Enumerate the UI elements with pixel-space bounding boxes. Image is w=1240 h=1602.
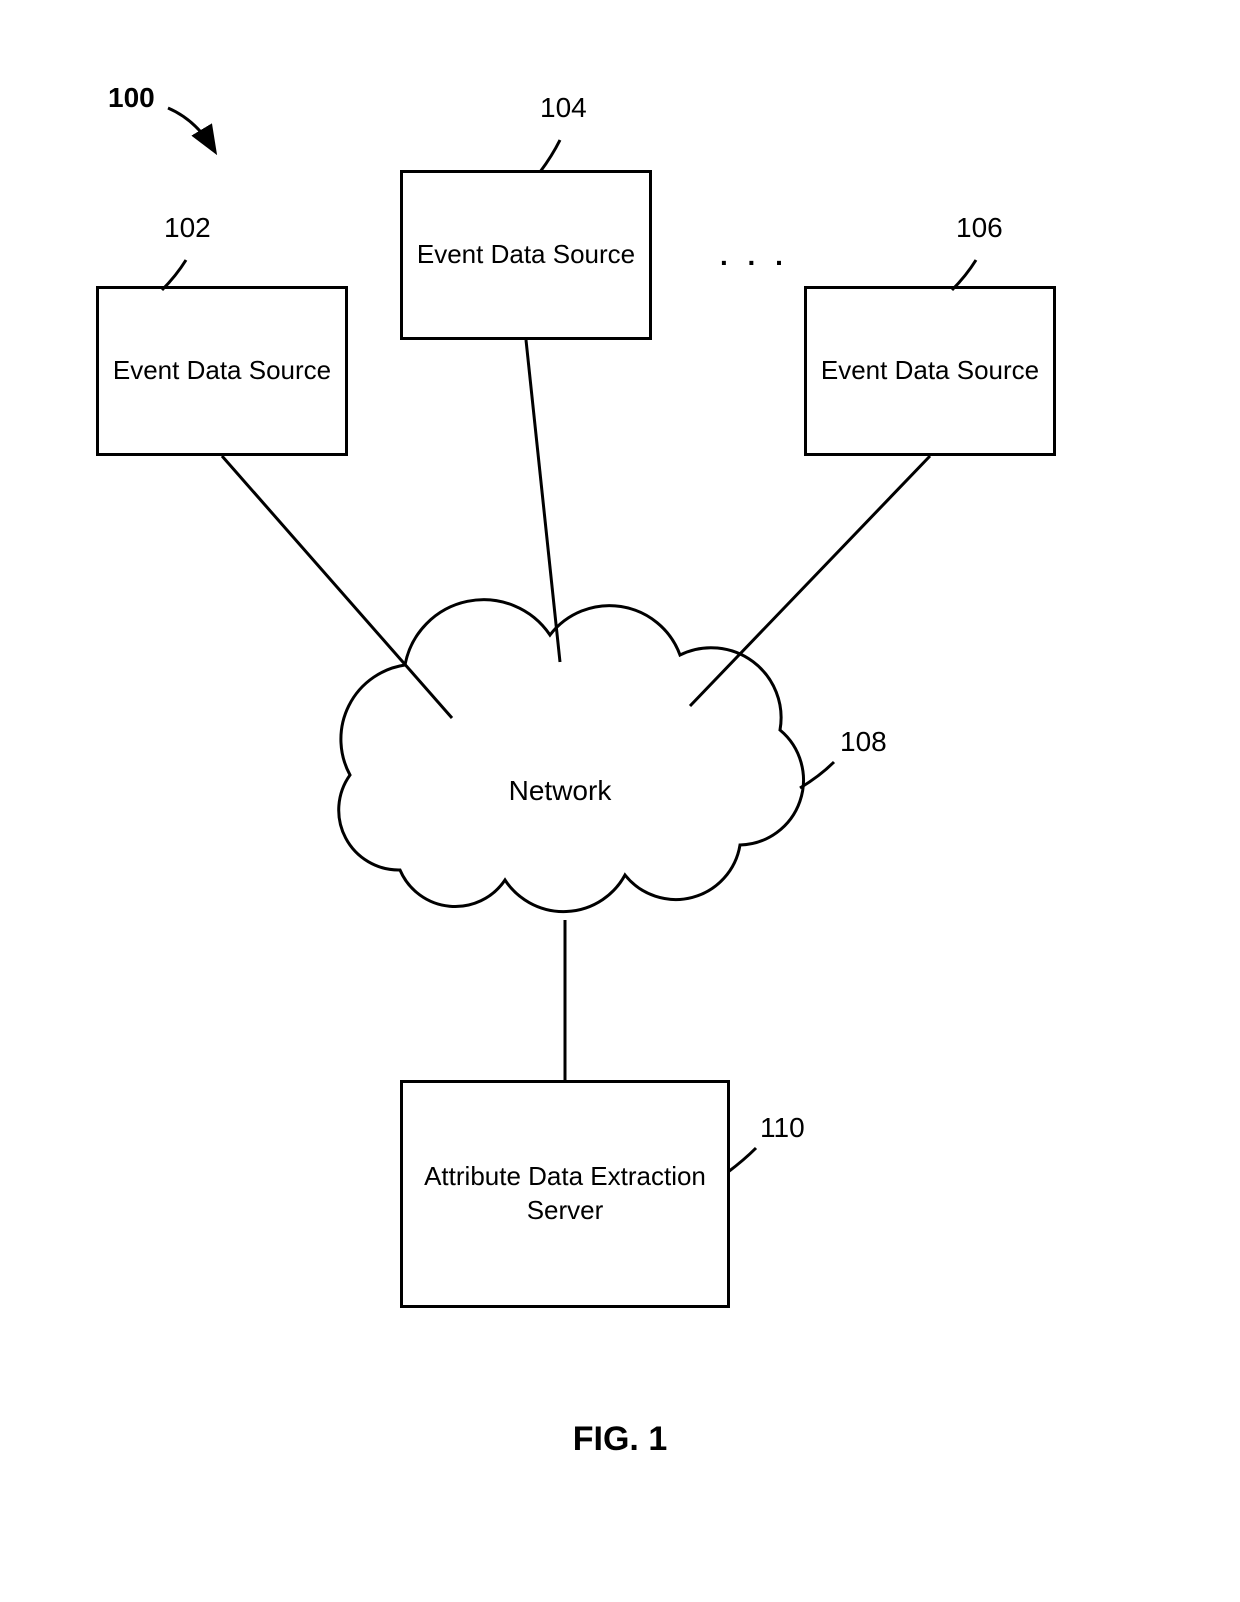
ref-108: 108 xyxy=(840,726,887,758)
box-label: Event Data Source xyxy=(113,354,331,388)
event-data-source-106: Event Data Source xyxy=(804,286,1056,456)
ref-100: 100 xyxy=(108,82,155,114)
network-label: Network xyxy=(509,775,613,806)
ref-106: 106 xyxy=(956,212,1003,244)
network-cloud xyxy=(339,600,804,912)
ref-102: 102 xyxy=(164,212,211,244)
edge-102-network xyxy=(222,456,452,718)
attribute-data-extraction-server: Attribute Data Extraction Server xyxy=(400,1080,730,1308)
event-data-source-104: Event Data Source xyxy=(400,170,652,340)
ref-110: 110 xyxy=(760,1112,805,1144)
ellipsis: . . . xyxy=(720,240,789,272)
edge-106-network xyxy=(690,456,930,706)
ref-104: 104 xyxy=(540,92,587,124)
figure-stage: Network Event Data Source Event Data Sou… xyxy=(0,0,1240,1602)
box-label: Event Data Source xyxy=(417,238,635,272)
event-data-source-102: Event Data Source xyxy=(96,286,348,456)
box-label: Attribute Data Extraction Server xyxy=(403,1160,727,1228)
box-label: Event Data Source xyxy=(821,354,1039,388)
